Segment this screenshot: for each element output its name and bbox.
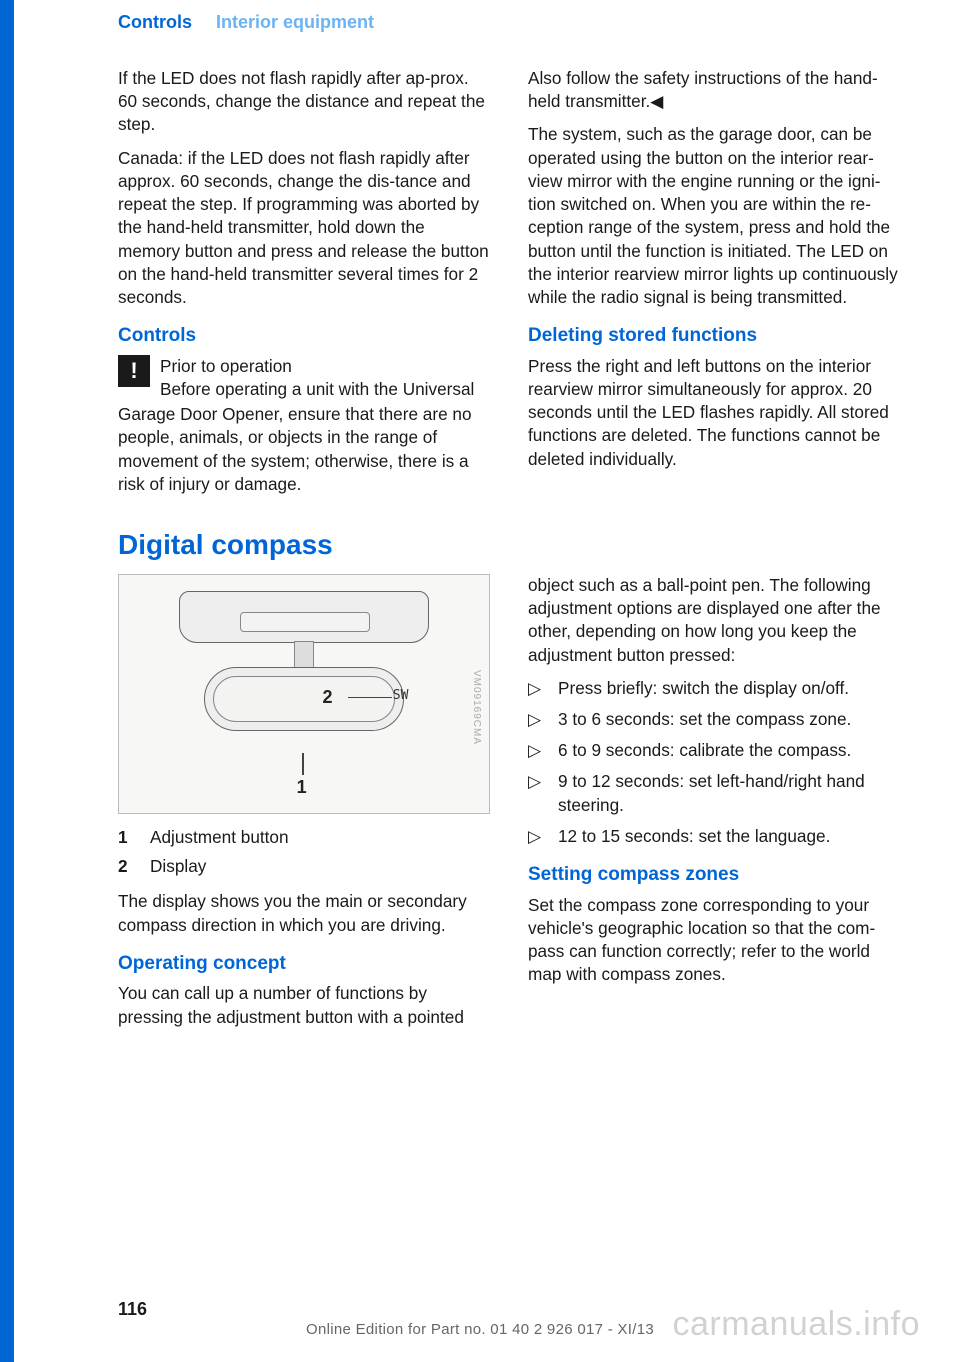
- paragraph-led-2: Canada: if the LED does not flash rapidl…: [118, 147, 490, 310]
- heading-operating-concept: Operating concept: [118, 951, 490, 977]
- paragraph-display: The display shows you the main or second…: [118, 890, 490, 936]
- diagram-legend: 1 Adjustment button 2 Display: [118, 826, 490, 878]
- bullet-row-2: ▷ 3 to 6 seconds: set the compass zone.: [528, 708, 900, 731]
- diagram-mirror: [204, 667, 404, 731]
- legend-row-1: 1 Adjustment button: [118, 826, 490, 849]
- triangle-bullet-icon: ▷: [528, 739, 542, 762]
- warning-title: Prior to operation: [160, 355, 490, 378]
- bullet-text-5: 12 to 15 seconds: set the language.: [558, 825, 830, 848]
- warning-paragraph: Garage Door Opener, ensure that there ar…: [118, 403, 490, 496]
- heading-compass-zones: Setting compass zones: [528, 862, 900, 888]
- page-header: Controls Interior equipment: [0, 0, 960, 43]
- paragraph-led-1: If the LED does not flash rapidly after …: [118, 67, 490, 137]
- warning-icon: !: [118, 355, 150, 387]
- bullet-text-2: 3 to 6 seconds: set the compass zone.: [558, 708, 851, 731]
- diagram-stalk: [294, 641, 314, 669]
- warning-lead: Before operating a unit with the Univers…: [160, 378, 490, 401]
- bullet-text-1: Press briefly: switch the display on/off…: [558, 677, 849, 700]
- legend-num-2: 2: [118, 855, 132, 878]
- legend-row-2: 2 Display: [118, 855, 490, 878]
- diagram-display-text: SW: [393, 687, 409, 705]
- bullet-row-4: ▷ 9 to 12 seconds: set left-hand/right ha…: [528, 770, 900, 816]
- heading-deleting: Deleting stored functions: [528, 323, 900, 349]
- diagram-leader-2: [348, 697, 392, 699]
- legend-num-1: 1: [118, 826, 132, 849]
- watermark: carmanuals.info: [672, 1305, 920, 1344]
- paragraph-also-follow: Also follow the safety instructions of t…: [528, 67, 900, 113]
- triangle-bullet-icon: ▷: [528, 708, 542, 731]
- diagram-label-2: 2: [323, 685, 333, 709]
- paragraph-system: The system, such as the garage door, can…: [528, 123, 900, 309]
- diagram-leader-1: [302, 753, 304, 775]
- triangle-bullet-icon: ▷: [528, 770, 542, 816]
- diagram-code: VM09169CMA: [470, 670, 484, 745]
- left-accent-bar: [0, 0, 14, 1362]
- adjustment-options-list: ▷ Press briefly: switch the display on/of…: [528, 677, 900, 848]
- footer-edition: Online Edition for Part no. 01 40 2 926 …: [306, 1321, 654, 1338]
- legend-text-1: Adjustment button: [150, 826, 289, 849]
- bullet-text-4: 9 to 12 seconds: set left-hand/right han…: [558, 770, 900, 816]
- diagram-console: [179, 591, 429, 643]
- triangle-bullet-icon: ▷: [528, 825, 542, 848]
- diagram-console-slot: [240, 612, 370, 632]
- bullet-text-3: 6 to 9 seconds: calibrate the compass.: [558, 739, 851, 762]
- heading-digital-compass: Digital compass: [118, 526, 900, 564]
- paragraph-zones: Set the compass zone corresponding to yo…: [528, 894, 900, 987]
- header-section: Controls: [118, 12, 192, 33]
- bullet-row-3: ▷ 6 to 9 seconds: calibrate the compass.: [528, 739, 900, 762]
- heading-controls: Controls: [118, 323, 490, 349]
- paragraph-operating: You can call up a number of functions by…: [118, 982, 490, 1028]
- bullet-row-1: ▷ Press briefly: switch the display on/of…: [528, 677, 900, 700]
- paragraph-deleting: Press the right and left buttons on the …: [528, 355, 900, 471]
- warning-block: ! Prior to operation Before operating a …: [118, 355, 490, 496]
- mirror-diagram: 2 SW 1 VM09169CMA: [118, 574, 490, 814]
- header-subsection: Interior equipment: [216, 12, 374, 33]
- page-body: If the LED does not flash rapidly after …: [0, 43, 960, 1039]
- diagram-mirror-glass: [213, 676, 395, 722]
- page-number: 116: [118, 1299, 147, 1320]
- paragraph-object: object such as a ball-point pen. The fol…: [528, 574, 900, 667]
- diagram-label-1: 1: [297, 775, 307, 799]
- triangle-bullet-icon: ▷: [528, 677, 542, 700]
- bullet-row-5: ▷ 12 to 15 seconds: set the language.: [528, 825, 900, 848]
- legend-text-2: Display: [150, 855, 206, 878]
